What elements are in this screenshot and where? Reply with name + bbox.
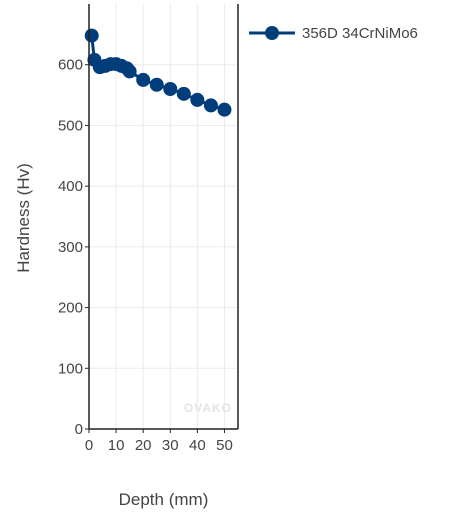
y-tick-label: 100 [58, 360, 83, 377]
y-axis-tick-labels: 0 100 200 300 400 500 600 [58, 57, 83, 438]
x-tick-label: 10 [108, 437, 125, 454]
x-tick-label: 40 [189, 437, 206, 454]
data-point[interactable] [176, 86, 191, 101]
x-tick-label: 0 [85, 437, 93, 454]
data-point[interactable] [84, 28, 99, 43]
x-axis-title: Depth (mm) [119, 490, 209, 509]
data-point[interactable] [149, 77, 164, 92]
y-axis-title: Hardness (Hv) [14, 163, 33, 273]
x-tick-label: 20 [135, 437, 152, 454]
watermark-text: OVAKO [184, 401, 232, 415]
x-axis-tick-labels: 0 10 20 30 40 50 [85, 437, 233, 454]
y-tick-label: 300 [58, 239, 83, 256]
y-tick-label: 0 [75, 421, 83, 438]
legend-item-label: 356D 34CrNiMo6 [302, 25, 418, 42]
series-line [90, 34, 226, 112]
data-point[interactable] [163, 82, 178, 96]
watermark: OVAKO [184, 401, 232, 415]
series-layer [84, 28, 232, 117]
data-point[interactable] [122, 64, 137, 79]
legend[interactable]: 356D 34CrNiMo6 [249, 25, 418, 42]
x-tick-label: 30 [162, 437, 179, 454]
data-point[interactable] [203, 98, 218, 113]
y-tick-label: 500 [58, 117, 83, 134]
axes [85, 4, 239, 433]
legend-marker-swatch [265, 26, 279, 40]
x-tick-label: 50 [216, 437, 233, 454]
data-point[interactable] [190, 92, 205, 107]
data-point[interactable] [136, 72, 151, 87]
y-tick-label: 200 [58, 300, 83, 317]
data-point[interactable] [217, 102, 232, 117]
y-tick-label: 400 [58, 178, 83, 195]
y-tick-label: 600 [58, 57, 83, 74]
